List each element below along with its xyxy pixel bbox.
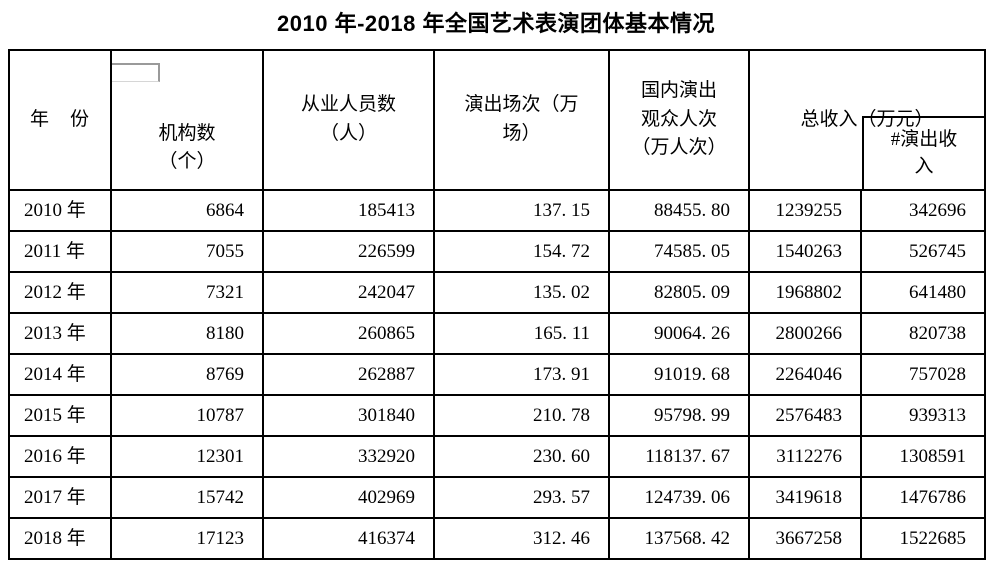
performance-income-cell: 526745	[859, 229, 987, 273]
column-header-employee-count: 从业人员数 （人）	[262, 48, 435, 191]
org-count-cell: 17123	[110, 516, 264, 560]
total-income-cell: 1968802	[748, 270, 862, 314]
employee-count-cell: 226599	[262, 229, 435, 273]
domestic-audience-cell: 124739. 06	[608, 475, 750, 519]
performance-count-cell: 154. 72	[433, 229, 610, 273]
year-cell: 2016 年	[8, 434, 112, 478]
table-row: 2016 年 12301 332920 230. 60 118137. 67 3…	[8, 434, 987, 478]
org-count-cell: 15742	[110, 475, 264, 519]
domestic-audience-cell: 74585. 05	[608, 229, 750, 273]
performance-count-cell: 293. 57	[433, 475, 610, 519]
total-income-cell: 1239255	[748, 188, 862, 232]
performance-count-cell: 230. 60	[433, 434, 610, 478]
table-row: 2014 年 8769 262887 173. 91 91019. 68 226…	[8, 352, 987, 396]
performance-income-cell: 641480	[859, 270, 987, 314]
column-header-performance-count: 演出场次（万 场）	[433, 48, 610, 191]
employee-count-cell: 262887	[262, 352, 435, 396]
org-count-cell: 8180	[110, 311, 264, 355]
total-income-cell: 2800266	[748, 311, 862, 355]
domestic-audience-cell: 91019. 68	[608, 352, 750, 396]
performance-income-cell: 1522685	[859, 516, 987, 560]
column-header-performance-income: #演出收 入	[862, 115, 984, 188]
domestic-audience-cell: 90064. 26	[608, 311, 750, 355]
org-count-cell: 7321	[110, 270, 264, 314]
employee-count-cell: 260865	[262, 311, 435, 355]
org-count-cell: 7055	[110, 229, 264, 273]
domestic-audience-cell: 137568. 42	[608, 516, 750, 560]
performance-income-cell: 939313	[859, 393, 987, 437]
performance-count-cell: 135. 02	[433, 270, 610, 314]
performance-count-cell: 137. 15	[433, 188, 610, 232]
employee-count-cell: 402969	[262, 475, 435, 519]
performance-count-cell: 312. 46	[433, 516, 610, 560]
org-count-cell: 12301	[110, 434, 264, 478]
year-cell: 2013 年	[8, 311, 112, 355]
year-cell: 2012 年	[8, 270, 112, 314]
column-header-org-count: 机构数 （个）	[110, 48, 264, 191]
table-row: 2012 年 7321 242047 135. 02 82805. 09 196…	[8, 270, 987, 314]
year-cell: 2011 年	[8, 229, 112, 273]
domestic-audience-cell: 88455. 80	[608, 188, 750, 232]
year-cell: 2017 年	[8, 475, 112, 519]
domestic-audience-cell: 118137. 67	[608, 434, 750, 478]
header-row: 年 份 机构数 （个） 从业人员数 （人） 演出场次（万 场） 国内演出 观众人…	[8, 48, 987, 191]
performance-income-cell: 1308591	[859, 434, 987, 478]
corner-bracket-icon	[113, 62, 160, 82]
table-row: 2017 年 15742 402969 293. 57 124739. 06 3…	[8, 475, 987, 519]
total-income-cell: 1540263	[748, 229, 862, 273]
performance-count-cell: 210. 78	[433, 393, 610, 437]
table-row: 2013 年 8180 260865 165. 11 90064. 26 280…	[8, 311, 987, 355]
employee-count-cell: 242047	[262, 270, 435, 314]
table-row: 2011 年 7055 226599 154. 72 74585. 05 154…	[8, 229, 987, 273]
column-header-domestic-audience: 国内演出 观众人次 （万人次）	[608, 48, 750, 191]
performance-income-cell: 1476786	[859, 475, 987, 519]
year-cell: 2018 年	[8, 516, 112, 560]
total-income-cell: 3419618	[748, 475, 862, 519]
table-body: 2010 年 6864 185413 137. 15 88455. 80 123…	[8, 188, 987, 560]
year-cell: 2014 年	[8, 352, 112, 396]
column-header-org-count-label: 机构数 （个）	[158, 122, 216, 173]
column-header-year: 年 份	[8, 48, 112, 191]
table-row: 2015 年 10787 301840 210. 78 95798. 99 25…	[8, 393, 987, 437]
total-income-cell: 2264046	[748, 352, 862, 396]
performance-count-cell: 165. 11	[433, 311, 610, 355]
total-income-cell: 3112276	[748, 434, 862, 478]
year-cell: 2010 年	[8, 188, 112, 232]
table-row: 2010 年 6864 185413 137. 15 88455. 80 123…	[8, 188, 987, 232]
org-count-cell: 6864	[110, 188, 264, 232]
total-income-cell: 2576483	[748, 393, 862, 437]
performance-income-cell: 757028	[859, 352, 987, 396]
employee-count-cell: 185413	[262, 188, 435, 232]
table-header: 年 份 机构数 （个） 从业人员数 （人） 演出场次（万 场） 国内演出 观众人…	[8, 48, 987, 191]
table-row: 2018 年 17123 416374 312. 46 137568. 42 3…	[8, 516, 987, 560]
employee-count-cell: 416374	[262, 516, 435, 560]
org-count-cell: 10787	[110, 393, 264, 437]
performance-count-cell: 173. 91	[433, 352, 610, 396]
performance-income-cell: 820738	[859, 311, 987, 355]
employee-count-cell: 301840	[262, 393, 435, 437]
performance-income-cell: 342696	[859, 188, 987, 232]
org-count-cell: 8769	[110, 352, 264, 396]
statistics-table: 年 份 机构数 （个） 从业人员数 （人） 演出场次（万 场） 国内演出 观众人…	[8, 48, 987, 560]
total-income-cell: 3667258	[748, 516, 862, 560]
column-header-total-income-label: 总收入（万元）	[800, 108, 934, 130]
domestic-audience-cell: 95798. 99	[608, 393, 750, 437]
domestic-audience-cell: 82805. 09	[608, 270, 750, 314]
page-title: 2010 年-2018 年全国艺术表演团体基本情况	[277, 11, 715, 36]
column-header-total-income: 总收入（万元） #演出收 入	[747, 48, 987, 191]
employee-count-cell: 332920	[262, 434, 435, 478]
year-cell: 2015 年	[8, 393, 112, 437]
